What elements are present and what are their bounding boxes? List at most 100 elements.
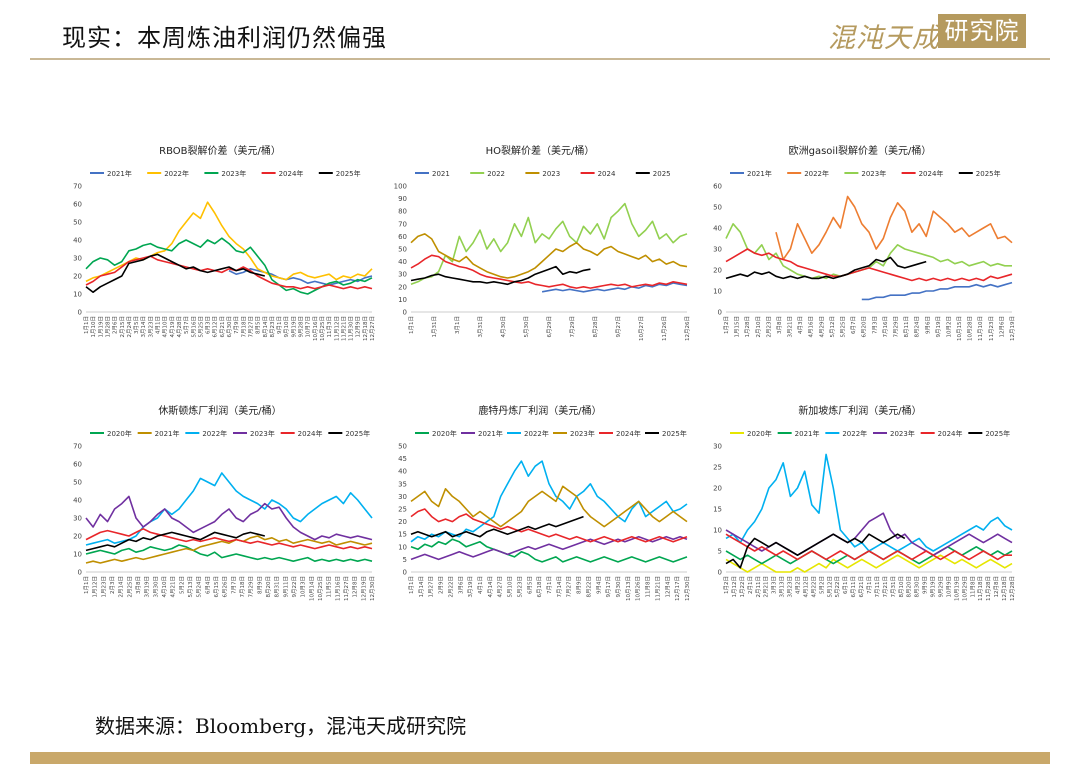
x-tick-label: 9月28日 — [298, 316, 305, 338]
page-title: 现实：本周炼油利润仍然偏强 — [62, 24, 387, 52]
x-tick-label: 3月31日 — [477, 316, 484, 338]
chart-title: HO裂解价差（美元/桶） — [486, 144, 595, 157]
x-tick-label: 11月21日 — [340, 316, 347, 341]
x-tick-label: 3月14日 — [140, 316, 147, 338]
y-tick-label: 30 — [73, 515, 82, 523]
x-tick-label: 2月15日 — [119, 316, 126, 338]
series-line — [410, 535, 688, 561]
x-tick-label: 5月16日 — [190, 316, 197, 338]
legend-label: 2021年 — [795, 429, 820, 438]
series-line — [410, 254, 688, 289]
x-tick-label: 1月1日 — [408, 576, 415, 594]
series-line — [410, 515, 584, 538]
legend-label: 2025年 — [976, 169, 1001, 178]
y-tick-label: 0 — [78, 569, 82, 577]
y-tick-label: 50 — [713, 204, 722, 212]
y-tick-label: 60 — [713, 183, 722, 191]
x-tick-label: 6月11日 — [850, 576, 857, 598]
x-tick-label: 7月14日 — [556, 576, 563, 598]
x-tick-label: 5月24日 — [196, 576, 203, 598]
logo-box: 研究院 — [938, 14, 1026, 48]
x-tick-label: 2月10日 — [755, 316, 762, 338]
x-tick-label: 12月18日 — [362, 316, 369, 341]
x-tick-label: 5月23日 — [516, 576, 523, 598]
x-tick-label: 11月16日 — [334, 576, 341, 601]
x-tick-label: 9月4日 — [595, 576, 602, 594]
x-tick-label: 6月30日 — [226, 316, 233, 338]
x-tick-label: 4月1日 — [155, 316, 162, 334]
legend-label: 2023 — [542, 170, 560, 178]
x-tick-label: 10月29日 — [961, 576, 968, 601]
y-tick-label: 10 — [73, 551, 82, 559]
x-tick-label: 4月1日 — [477, 576, 484, 594]
x-tick-label: 11月10日 — [977, 316, 984, 341]
x-tick-label: 1月14日 — [418, 576, 425, 598]
x-tick-label: 1月10日 — [90, 316, 97, 338]
x-tick-label: 3月19日 — [144, 576, 151, 598]
chart-title: 休斯顿炼厂利润（美元/桶） — [158, 404, 281, 417]
series-line — [541, 282, 688, 293]
x-tick-label: 1月15日 — [734, 316, 741, 338]
x-tick-label: 10月25日 — [317, 576, 324, 601]
x-tick-label: 2月24日 — [126, 316, 133, 338]
x-tick-label: 11月8日 — [645, 576, 652, 598]
x-tick-label: 8月23日 — [269, 316, 276, 338]
y-tick-label: 30 — [398, 493, 407, 501]
series-line — [85, 495, 373, 541]
x-tick-label: 4月30日 — [500, 316, 507, 338]
y-tick-label: 0 — [403, 309, 407, 317]
x-tick-label: 9月27日 — [615, 316, 622, 338]
x-tick-label: 7月29日 — [569, 316, 576, 338]
x-tick-label: 11月26日 — [661, 316, 668, 341]
x-tick-label: 2月1日 — [747, 576, 754, 594]
y-tick-label: 40 — [713, 225, 722, 233]
x-tick-label: 4月2日 — [795, 576, 802, 594]
series-line — [725, 546, 1013, 565]
y-tick-label: 60 — [73, 201, 82, 209]
x-tick-label: 12月27日 — [369, 316, 376, 341]
x-tick-label: 2月21日 — [763, 576, 770, 598]
x-tick-label: 1月2日 — [723, 576, 730, 594]
x-tick-label: 9月10日 — [283, 316, 290, 338]
chart-title: RBOB裂解价差（美元/桶） — [159, 144, 281, 157]
x-tick-label: 3月6日 — [457, 576, 464, 594]
x-tick-label: 8月28日 — [592, 316, 599, 338]
x-tick-label: 3月21日 — [787, 316, 794, 338]
x-tick-label: 4月12日 — [802, 576, 809, 598]
y-tick-label: 60 — [398, 233, 407, 241]
x-tick-label: 7月18日 — [240, 316, 247, 338]
x-tick-label: 4月19日 — [169, 316, 176, 338]
y-tick-label: 40 — [398, 258, 407, 266]
x-tick-label: 7月3日 — [871, 316, 878, 334]
title-rule — [30, 58, 1050, 60]
x-tick-label: 7月9日 — [233, 316, 240, 334]
series-line — [410, 460, 688, 543]
y-tick-label: 25 — [713, 464, 722, 472]
logo-script: 混沌天成 — [828, 23, 940, 54]
x-tick-label: 12月8日 — [993, 576, 1000, 598]
x-tick-label: 7月16日 — [882, 316, 889, 338]
y-tick-label: 40 — [73, 237, 82, 245]
series-line — [85, 528, 373, 550]
x-tick-label: 8月20日 — [906, 576, 913, 598]
legend-label: 2023年 — [890, 429, 915, 438]
x-tick-label: 2月25日 — [126, 576, 133, 598]
data-source: 数据来源：Bloomberg，混沌天成研究院 — [95, 714, 467, 738]
x-tick-label: 12月6日 — [998, 316, 1005, 338]
x-tick-label: 11月30日 — [348, 316, 355, 341]
x-tick-label: 12月18日 — [1001, 576, 1008, 601]
legend-label: 2023年 — [861, 169, 886, 178]
legend-label: 2023年 — [250, 429, 275, 438]
x-tick-label: 12月26日 — [684, 316, 691, 341]
y-tick-label: 40 — [73, 497, 82, 505]
x-tick-label: 3月1日 — [454, 316, 461, 334]
y-tick-label: 0 — [78, 309, 82, 317]
x-tick-label: 10月16日 — [312, 316, 319, 341]
x-tick-label: 2月9日 — [438, 576, 445, 594]
x-tick-label: 10月26日 — [635, 576, 642, 601]
y-tick-label: 30 — [713, 246, 722, 254]
series-line — [725, 533, 1012, 561]
x-tick-label: 5月2日 — [178, 576, 185, 594]
y-tick-label: 10 — [713, 527, 722, 535]
legend-label: 2022 — [487, 170, 505, 178]
